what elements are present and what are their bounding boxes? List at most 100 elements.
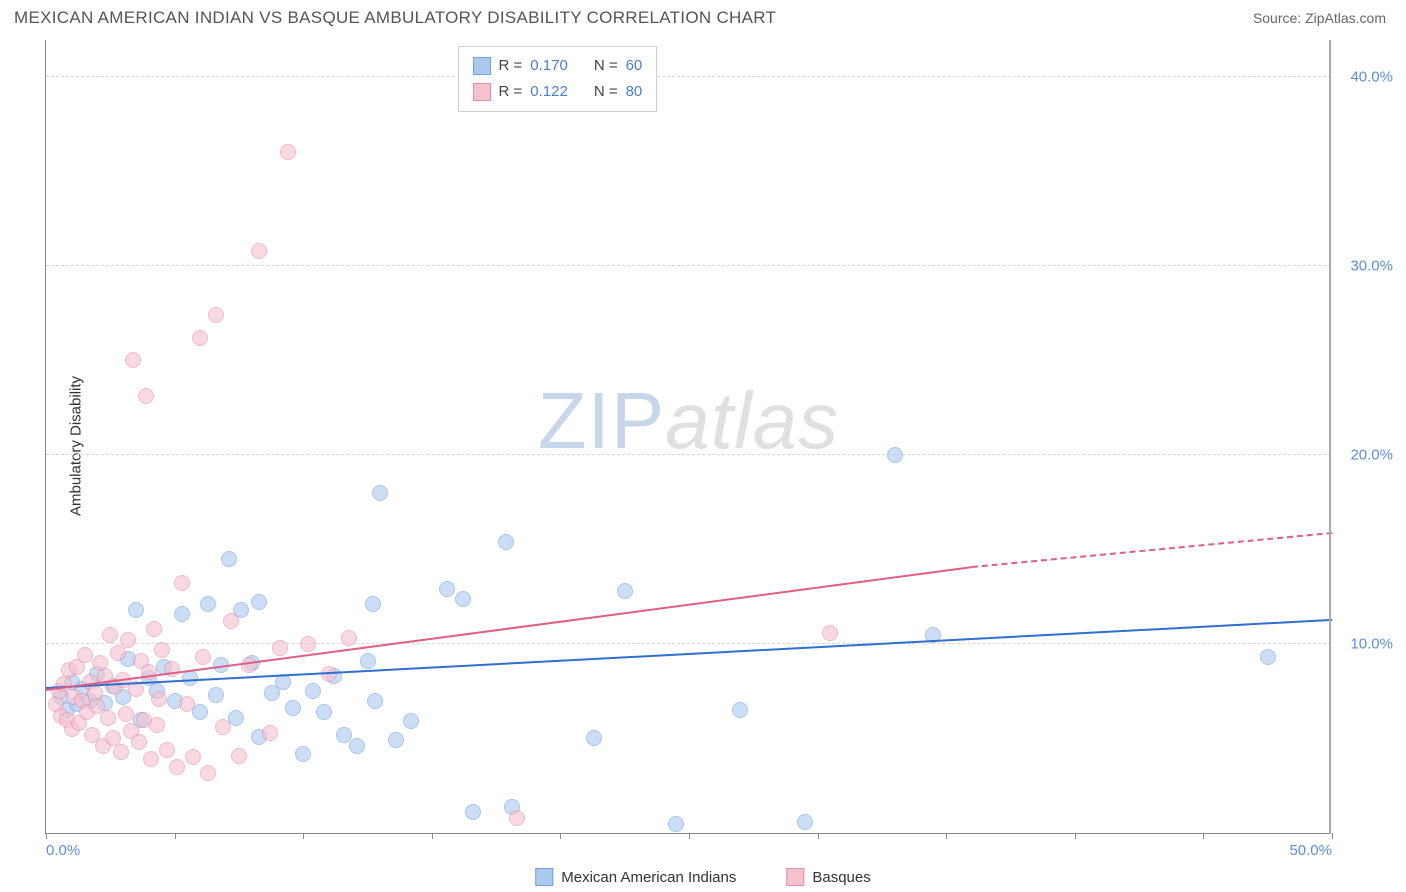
watermark-atlas: atlas [665,376,839,465]
r-label: R = [499,79,523,105]
scatter-point [372,485,388,501]
scatter-point [455,591,471,607]
r-value: 0.170 [530,53,568,79]
scatter-point [208,687,224,703]
scatter-point [149,717,165,733]
n-label: N = [594,53,618,79]
x-tick [46,833,47,839]
scatter-point [102,627,118,643]
scatter-point [887,447,903,463]
x-tick-label: 50.0% [1289,842,1332,859]
x-tick [818,833,819,839]
scatter-point [174,575,190,591]
scatter-point [509,810,525,826]
gridline [46,265,1331,266]
scatter-point [272,640,288,656]
scatter-point [125,352,141,368]
legend-label: Basques [812,869,870,886]
scatter-point [498,534,514,550]
scatter-point [300,636,316,652]
scatter-point [118,706,134,722]
scatter-point [185,749,201,765]
scatter-point [110,645,126,661]
scatter-point [822,625,838,641]
scatter-point [159,742,175,758]
r-label: R = [499,53,523,79]
n-value: 80 [626,79,643,105]
legend-item: Mexican American Indians [535,868,736,886]
scatter-point [154,642,170,658]
scatter-point [349,738,365,754]
x-tick [1203,833,1204,839]
scatter-point [262,725,278,741]
trend-line [46,619,1332,689]
scatter-point [341,630,357,646]
scatter-point [365,596,381,612]
gridline [46,643,1331,644]
legend-label: Mexican American Indians [561,869,736,886]
scatter-point [174,606,190,622]
chart-header: MEXICAN AMERICAN INDIAN VS BASQUE AMBULA… [0,0,1406,30]
trend-line-dash [972,532,1332,568]
x-tick [946,833,947,839]
x-tick [1332,833,1333,839]
legend-swatch [535,868,553,886]
legend-item: Basques [786,868,870,886]
watermark-zip: ZIP [538,376,665,465]
gridline [46,76,1331,77]
scatter-point [128,602,144,618]
legend-swatch [473,83,491,101]
scatter-point [208,307,224,323]
scatter-point [251,594,267,610]
legend-bottom: Mexican American Indians Basques [535,868,870,886]
scatter-point [280,144,296,160]
watermark: ZIPatlas [538,375,839,467]
y-tick-label: 10.0% [1338,635,1393,652]
chart-title: MEXICAN AMERICAN INDIAN VS BASQUE AMBULA… [14,8,776,28]
stats-row: R =0.170N =60 [473,53,643,79]
scatter-point [797,814,813,830]
scatter-point [403,713,419,729]
scatter-point [113,744,129,760]
legend-swatch [786,868,804,886]
x-tick [303,833,304,839]
x-tick [560,833,561,839]
n-label: N = [594,79,618,105]
scatter-point [732,702,748,718]
scatter-point [215,719,231,735]
scatter-point [465,804,481,820]
scatter-point [138,388,154,404]
chart-right-border [1329,40,1331,834]
scatter-point [179,696,195,712]
scatter-point [200,765,216,781]
chart-source: Source: ZipAtlas.com [1253,10,1386,26]
stats-row: R = 0.122 N = 80 [473,79,643,105]
gridline [46,454,1331,455]
scatter-point [223,613,239,629]
scatter-point [200,596,216,612]
scatter-point [251,243,267,259]
scatter-point [143,751,159,767]
x-tick [689,833,690,839]
r-value: 0.122 [530,79,568,105]
y-tick-label: 20.0% [1338,446,1393,463]
x-tick [432,833,433,839]
scatter-point [192,330,208,346]
scatter-point [305,683,321,699]
scatter-point [131,734,147,750]
x-tick [1075,833,1076,839]
legend-swatch [473,57,491,75]
scatter-point [120,632,136,648]
x-tick [175,833,176,839]
scatter-point [295,746,311,762]
scatter-point [439,581,455,597]
scatter-point [1260,649,1276,665]
scatter-point [221,551,237,567]
scatter-point [146,621,162,637]
scatter-point [668,816,684,832]
stats-box: R =0.170N =60R =0.122N =80 [458,46,658,112]
scatter-point [586,730,602,746]
scatter-point [285,700,301,716]
scatter-point [316,704,332,720]
scatter-point [100,710,116,726]
